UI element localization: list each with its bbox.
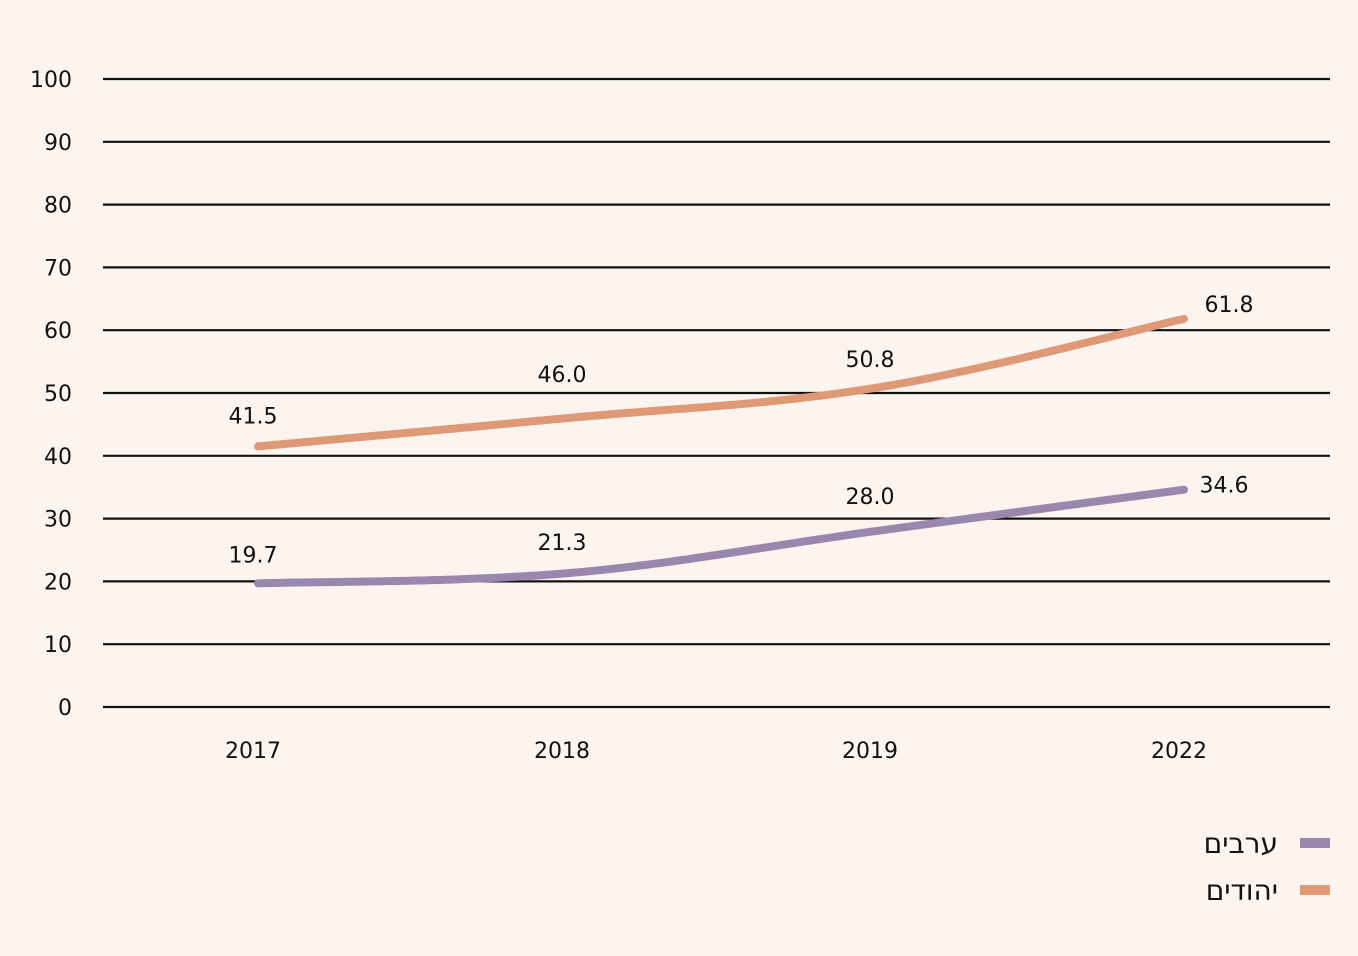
series-line-0 [254, 485, 1188, 588]
data-label: 34.6 [1200, 474, 1249, 499]
data-label: 41.5 [229, 404, 278, 429]
y-tick-label: 20 [44, 570, 72, 595]
x-tick-label: 2019 [842, 739, 898, 764]
series-line-1 [254, 314, 1188, 451]
y-tick-label: 90 [44, 131, 72, 156]
y-axis-ticks: 0 10 20 30 40 50 60 70 80 90 100 [30, 68, 72, 721]
data-labels: 19.7 21.3 28.0 34.6 41.5 46.0 50.8 61.8 [229, 293, 1254, 568]
legend-label: ערבים [1204, 827, 1278, 860]
data-point [257, 582, 259, 585]
data-point [257, 445, 259, 448]
data-label: 28.0 [846, 485, 895, 510]
data-point [1183, 317, 1185, 320]
data-label: 19.7 [229, 543, 278, 568]
series-lines [254, 314, 1188, 588]
y-tick-label: 80 [44, 194, 72, 219]
data-label: 46.0 [538, 363, 587, 388]
y-tick-label: 40 [44, 445, 72, 470]
y-tick-label: 50 [44, 382, 72, 407]
legend: ערבים יהודים [1204, 827, 1330, 907]
data-point [874, 386, 876, 389]
y-tick-label: 100 [30, 68, 72, 93]
x-tick-label: 2022 [1151, 739, 1207, 764]
data-label: 50.8 [846, 348, 895, 373]
y-tick-label: 0 [58, 696, 72, 721]
y-tick-label: 30 [44, 508, 72, 533]
data-label: 21.3 [538, 531, 587, 556]
legend-label: יהודים [1206, 874, 1278, 907]
data-point [874, 530, 876, 533]
y-tick-label: 70 [44, 256, 72, 281]
x-tick-label: 2017 [225, 739, 281, 764]
gridlines [103, 77, 1330, 709]
x-tick-label: 2018 [534, 739, 590, 764]
data-point [566, 572, 568, 575]
y-tick-label: 10 [44, 633, 72, 658]
data-point [1183, 488, 1185, 491]
x-axis-ticks: 2017 2018 2019 2022 [225, 739, 1207, 764]
data-point [566, 417, 568, 420]
y-tick-label: 60 [44, 319, 72, 344]
data-label: 61.8 [1205, 293, 1254, 318]
